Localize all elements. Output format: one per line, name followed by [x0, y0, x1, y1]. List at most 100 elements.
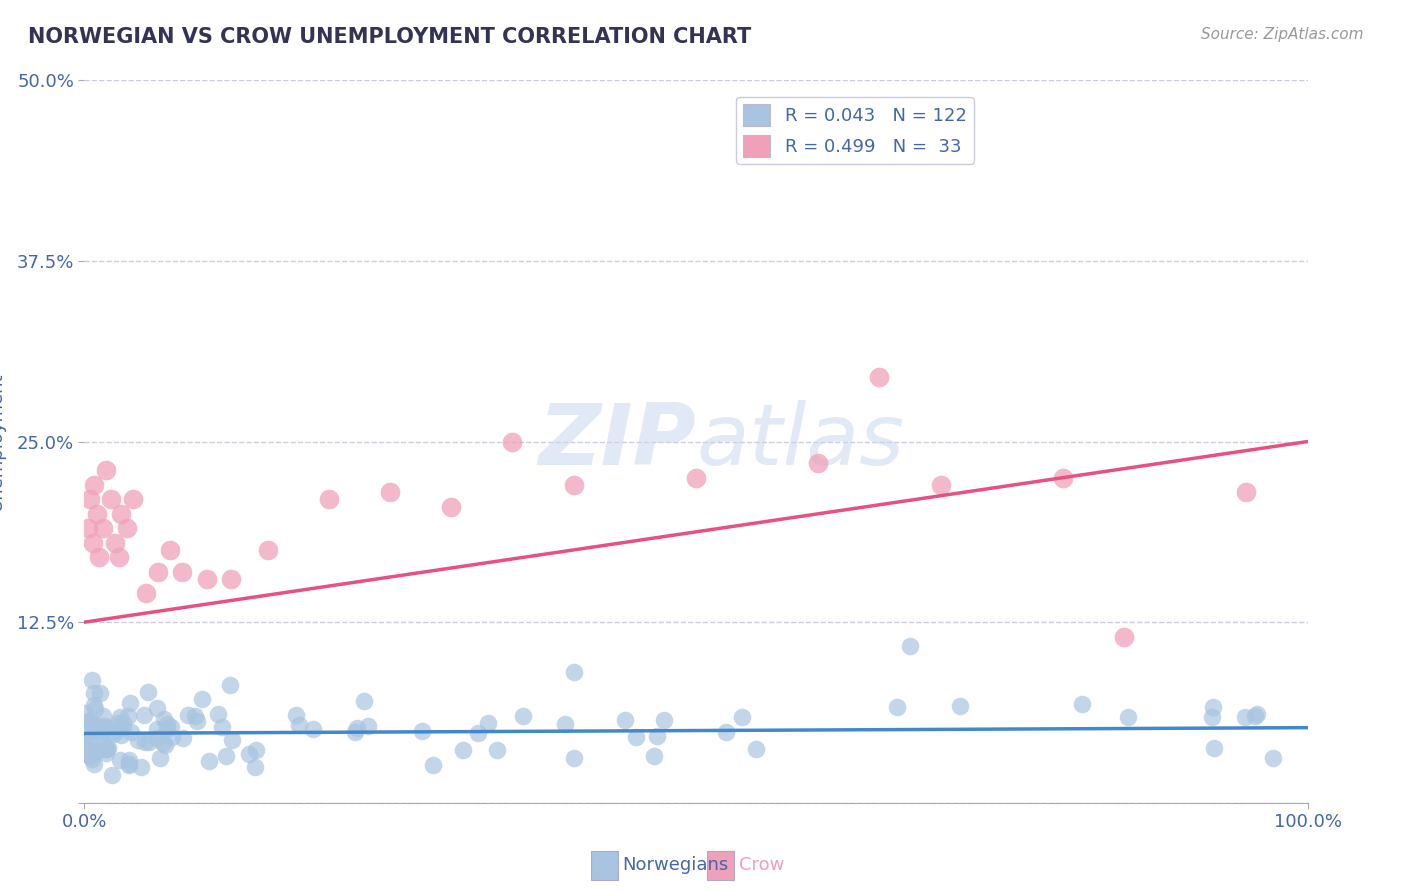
Point [353, 693, 375, 707]
Point [93, 719, 115, 733]
Point [76, 746, 98, 760]
Point [76, 714, 98, 728]
Point [83, 685, 105, 699]
Point [79, 737, 101, 751]
Point [1236, 485, 1258, 500]
Point [626, 730, 648, 744]
Point [177, 708, 200, 723]
Point [76, 726, 98, 740]
Point [94, 746, 117, 760]
Point [198, 755, 221, 769]
Point [136, 685, 159, 699]
Point [91, 708, 114, 723]
Point [195, 572, 218, 586]
Point [108, 710, 131, 724]
Point [77, 743, 100, 757]
Point [83, 723, 105, 737]
Point [118, 753, 141, 767]
Point [207, 707, 229, 722]
Point [82, 535, 104, 549]
Text: atlas: atlas [696, 400, 904, 483]
Point [101, 768, 124, 782]
Point [156, 722, 179, 736]
Point [411, 723, 433, 738]
Point [647, 729, 669, 743]
Point [91, 521, 114, 535]
Point [84, 701, 107, 715]
Point [302, 722, 325, 736]
Point [79, 744, 101, 758]
Point [614, 714, 637, 728]
Point [84, 717, 107, 731]
Point [245, 743, 267, 757]
Point [80, 749, 103, 764]
Point [107, 550, 129, 565]
Point [146, 722, 169, 736]
Point [77, 715, 100, 730]
Point [1246, 706, 1268, 721]
Point [89, 686, 111, 700]
Point [215, 749, 238, 764]
Point [652, 714, 675, 728]
Point [83, 756, 105, 771]
Point [285, 708, 308, 723]
Point [643, 748, 665, 763]
Point [929, 478, 952, 492]
Point [83, 698, 105, 712]
Point [80, 752, 103, 766]
Point [104, 535, 127, 549]
Point [82, 720, 104, 734]
Point [211, 720, 233, 734]
Point [89, 722, 111, 736]
Point [118, 756, 141, 771]
Point [122, 492, 145, 507]
Point [745, 742, 768, 756]
Y-axis label: Unemployment: Unemployment [0, 372, 6, 511]
Point [115, 521, 138, 535]
Point [112, 722, 135, 736]
Text: ZIP: ZIP [538, 400, 696, 483]
Point [103, 727, 125, 741]
FancyBboxPatch shape [707, 851, 734, 880]
Point [159, 542, 181, 557]
FancyBboxPatch shape [591, 851, 617, 880]
Point [288, 717, 311, 731]
Point [90, 731, 112, 745]
Point [110, 728, 132, 742]
Point [219, 572, 242, 586]
Point [440, 500, 463, 514]
Point [110, 507, 132, 521]
Point [502, 434, 524, 449]
Point [149, 751, 172, 765]
Point [100, 492, 122, 507]
Point [869, 369, 891, 384]
Point [357, 719, 380, 733]
Point [564, 665, 586, 680]
Point [1071, 697, 1094, 711]
Point [714, 725, 737, 739]
Point [75, 747, 97, 761]
Point [80, 673, 103, 687]
Point [145, 701, 167, 715]
Point [76, 721, 98, 735]
Point [87, 743, 110, 757]
Point [120, 725, 142, 739]
Point [467, 726, 489, 740]
Point [145, 731, 167, 746]
Point [1116, 710, 1139, 724]
Point [84, 744, 107, 758]
Point [562, 751, 585, 765]
Point [898, 639, 921, 653]
Point [94, 741, 117, 756]
Point [75, 734, 97, 748]
Point [91, 724, 114, 739]
Point [380, 485, 402, 500]
Point [685, 470, 707, 484]
Point [107, 716, 129, 731]
Point [1201, 710, 1223, 724]
Point [84, 720, 107, 734]
Point [138, 734, 160, 748]
Point [86, 507, 108, 521]
Point [97, 741, 120, 756]
Point [73, 706, 96, 720]
